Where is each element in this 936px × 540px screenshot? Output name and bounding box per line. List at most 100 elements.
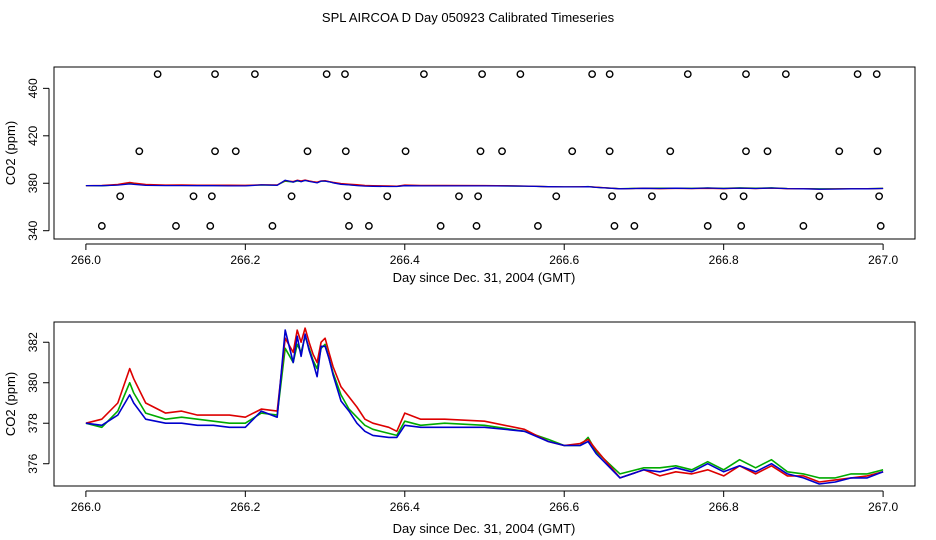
- top-reference-point: [478, 70, 487, 79]
- top-x-tick-label: 266.6: [549, 253, 579, 267]
- top-reference-point: [873, 147, 882, 156]
- top-reference-point: [683, 70, 692, 79]
- top-reference-point: [211, 70, 219, 79]
- top-reference-point: [135, 147, 144, 156]
- top-reference-point: [231, 147, 240, 156]
- top-reference-point: [630, 222, 639, 230]
- bottom-x-tick-label: 266.6: [549, 500, 579, 514]
- top-reference-point: [516, 70, 525, 79]
- top-reference-point: [97, 222, 106, 230]
- top-reference-point: [498, 147, 506, 156]
- top-reference-point: [189, 192, 198, 201]
- top-reference-point: [737, 222, 746, 230]
- bottom-y-tick-label: 376: [26, 453, 40, 473]
- top-x-axis-label: Day since Dec. 31, 2004 (GMT): [393, 270, 576, 285]
- chart-title: SPL AIRCOA D Day 050923 Calibrated Times…: [322, 10, 615, 25]
- top-reference-point: [739, 192, 748, 201]
- top-reference-point: [287, 192, 296, 201]
- top-reference-point: [401, 147, 410, 156]
- top-x-tick-label: 266.8: [709, 253, 739, 267]
- bottom-series-blue-line: [85, 329, 884, 485]
- top-y-axis: 340 380 420 460: [26, 78, 50, 241]
- top-reference-point: [206, 222, 215, 230]
- top-reference-point: [742, 147, 750, 156]
- top-x-axis: 266.0 266.2 266.4 266.6 266.8 267.0: [71, 243, 898, 267]
- top-x-tick-label: 266.0: [71, 253, 101, 267]
- bottom-plot-frame: [53, 321, 916, 487]
- top-reference-point: [322, 70, 331, 79]
- top-series-blue-line: [85, 179, 884, 190]
- top-reference-point: [345, 222, 353, 230]
- top-x-tick-label: 266.2: [230, 253, 260, 267]
- bottom-x-tick-label: 266.2: [230, 500, 260, 514]
- top-reference-point: [116, 192, 125, 201]
- top-reference-point: [608, 192, 616, 201]
- top-reference-point: [588, 70, 597, 79]
- top-reference-point: [153, 70, 162, 79]
- top-reference-points: [97, 70, 885, 230]
- bottom-y-tick-label: 382: [26, 332, 40, 352]
- bottom-y-axis: 376 378 380 382: [26, 332, 50, 474]
- top-reference-point: [472, 222, 481, 230]
- top-reference-point: [341, 147, 350, 156]
- top-reference-point: [835, 147, 844, 156]
- top-reference-point: [474, 192, 483, 201]
- top-reference-point: [207, 192, 216, 201]
- bottom-x-tick-label: 266.0: [71, 500, 101, 514]
- top-reference-point: [648, 192, 656, 201]
- top-reference-point: [876, 222, 885, 230]
- top-reference-point: [250, 70, 259, 79]
- top-reference-point: [815, 192, 824, 201]
- top-reference-point: [781, 70, 790, 79]
- bottom-y-axis-label: CO2 (ppm): [3, 372, 18, 436]
- top-reference-point: [365, 222, 373, 230]
- bottom-y-tick-label: 380: [26, 372, 40, 392]
- top-plot-frame: [53, 66, 916, 240]
- top-reference-point: [568, 147, 577, 156]
- bottom-series-group: [85, 327, 884, 485]
- top-reference-point: [605, 147, 614, 156]
- top-reference-point: [703, 222, 712, 230]
- top-y-axis-label: CO2 (ppm): [3, 121, 18, 185]
- top-reference-point: [420, 70, 428, 79]
- bottom-x-tick-label: 267.0: [868, 500, 898, 514]
- top-reference-point: [853, 70, 862, 79]
- top-panel: 266.0 266.2 266.4 266.6 266.8 267.0 340 380 420…: [3, 66, 916, 285]
- top-series-group: [85, 179, 884, 190]
- top-reference-point: [719, 192, 728, 201]
- bottom-y-tick-label: 378: [26, 413, 40, 433]
- bottom-x-tick-label: 266.8: [709, 500, 739, 514]
- top-reference-point: [211, 147, 219, 156]
- top-reference-point: [605, 70, 614, 79]
- top-reference-point: [742, 70, 750, 79]
- bottom-series-red-line: [85, 327, 884, 483]
- top-reference-point: [666, 147, 675, 156]
- top-reference-point: [534, 222, 542, 230]
- top-x-tick-label: 267.0: [868, 253, 898, 267]
- bottom-series-green-line: [85, 335, 884, 479]
- top-y-tick-label: 420: [26, 125, 40, 145]
- top-reference-point: [455, 192, 463, 201]
- top-reference-point: [763, 147, 772, 156]
- top-reference-point: [383, 192, 392, 201]
- top-reference-point: [799, 222, 808, 230]
- bottom-x-tick-label: 266.4: [390, 500, 420, 514]
- top-reference-point: [552, 192, 561, 201]
- bottom-x-axis-label: Day since Dec. 31, 2004 (GMT): [393, 521, 576, 536]
- top-reference-point: [610, 222, 619, 230]
- top-reference-point: [343, 192, 352, 201]
- bottom-panel: 266.0 266.2 266.4 266.6 266.8 267.0 376 378 380…: [3, 321, 916, 536]
- top-reference-point: [268, 222, 277, 230]
- top-reference-point: [341, 70, 349, 79]
- top-y-tick-label: 460: [26, 78, 40, 98]
- top-reference-point: [872, 70, 881, 79]
- top-reference-point: [476, 147, 485, 156]
- top-reference-point: [875, 192, 884, 201]
- top-reference-point: [436, 222, 445, 230]
- top-x-tick-label: 266.4: [390, 253, 420, 267]
- bottom-x-axis: 266.0 266.2 266.4 266.6 266.8 267.0: [71, 490, 898, 514]
- top-reference-point: [172, 222, 180, 230]
- top-reference-point: [303, 147, 312, 156]
